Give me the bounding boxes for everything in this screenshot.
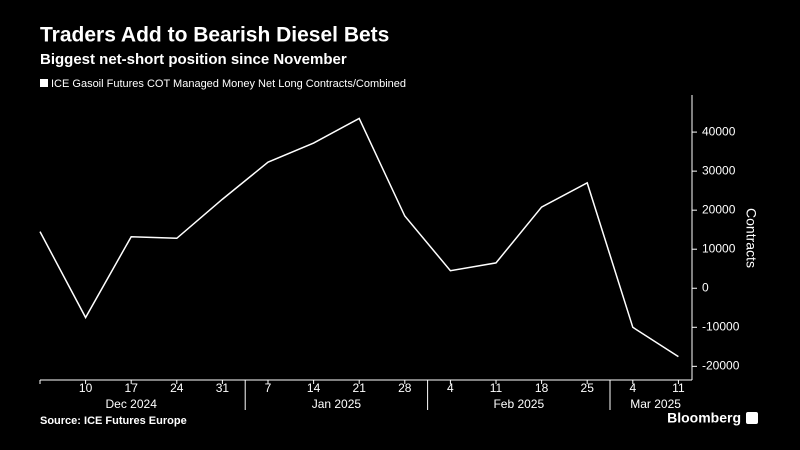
x-tick-label: 18 xyxy=(535,381,549,395)
y-axis-label: Contracts xyxy=(743,208,759,268)
y-tick-label: 40000 xyxy=(702,124,736,138)
x-tick-label: 11 xyxy=(672,381,685,395)
x-tick-label: 31 xyxy=(216,381,230,395)
x-tick-label: 24 xyxy=(170,381,184,395)
brand: Bloomberg xyxy=(667,410,741,426)
x-tick-label: 4 xyxy=(447,381,454,395)
brand-icon xyxy=(746,412,758,424)
x-tick-label: 28 xyxy=(398,381,412,395)
y-tick-label: 30000 xyxy=(702,163,736,177)
month-label: Dec 2024 xyxy=(106,397,158,411)
month-label: Mar 2025 xyxy=(630,397,681,411)
y-tick-label: 0 xyxy=(702,280,709,294)
y-tick-label: 20000 xyxy=(702,202,736,216)
chart-subtitle: Biggest net-short position since Novembe… xyxy=(40,51,347,68)
y-tick-label: -10000 xyxy=(702,319,740,333)
y-tick-label: 10000 xyxy=(702,241,736,255)
x-tick-label: 7 xyxy=(265,381,272,395)
chart-title: Traders Add to Bearish Diesel Bets xyxy=(40,24,389,47)
series-line xyxy=(39,117,679,358)
x-tick-label: 10 xyxy=(79,381,93,395)
x-tick-label: 21 xyxy=(353,381,367,395)
x-tick-label: 25 xyxy=(581,381,595,395)
x-tick-label: 14 xyxy=(307,381,321,395)
x-tick-label: 17 xyxy=(125,381,139,395)
month-label: Jan 2025 xyxy=(312,397,362,411)
legend-label: ICE Gasoil Futures COT Managed Money Net… xyxy=(51,78,406,90)
month-label: Feb 2025 xyxy=(493,397,544,411)
x-tick-label: 4 xyxy=(629,381,636,395)
y-tick-label: -20000 xyxy=(702,359,740,373)
source: Source: ICE Futures Europe xyxy=(40,415,187,427)
x-tick-label: 11 xyxy=(490,381,503,395)
legend-swatch xyxy=(40,79,48,87)
